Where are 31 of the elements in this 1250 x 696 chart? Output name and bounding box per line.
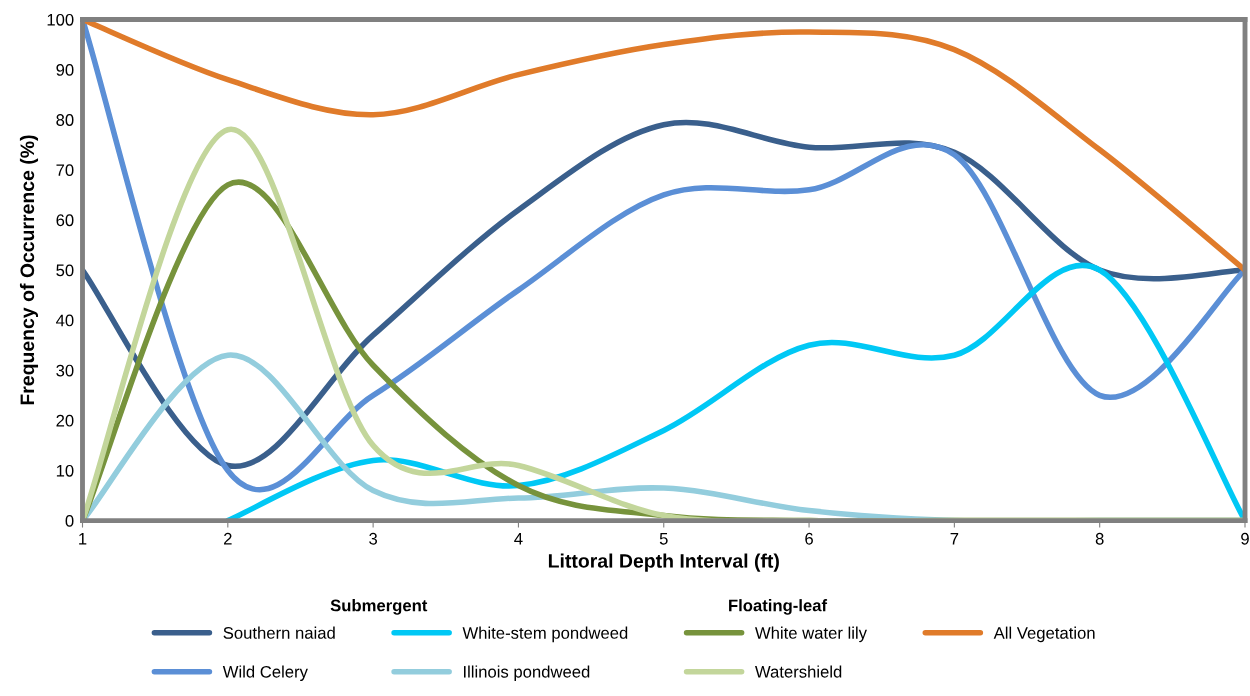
y-tick-label: 70 xyxy=(56,164,74,177)
legend-label: Watershield xyxy=(755,665,842,678)
legend-label: White water lily xyxy=(755,626,867,643)
x-tick-label: 4 xyxy=(514,533,523,545)
y-tick-label: 50 xyxy=(56,264,74,277)
legend-label: White-stem pondweed xyxy=(462,626,628,643)
y-tick-label: 80 xyxy=(56,114,74,126)
legend-label: Wild Celery xyxy=(222,665,308,681)
x-tick-label: 9 xyxy=(1241,532,1249,545)
x-tick-label: 2 xyxy=(224,532,232,545)
y-tick-label: 40 xyxy=(56,314,74,327)
text: Floating-leaf xyxy=(729,599,828,615)
legend-label: All Vegetation xyxy=(993,626,1095,643)
x-tick-label: 5 xyxy=(659,533,668,545)
x-tick-label: 7 xyxy=(950,533,959,545)
y-tick-label: 100 xyxy=(47,13,74,26)
y-tick-label: 30 xyxy=(56,364,74,377)
y-axis-title: Frequency of Occurrence (%) xyxy=(19,135,39,405)
x-tick-label: 6 xyxy=(805,532,813,545)
x-tick-label: 8 xyxy=(1095,532,1104,545)
legend-label: Illinois pondweed xyxy=(464,665,590,681)
y-tick-label: 90 xyxy=(56,64,74,76)
x-tick-label: 3 xyxy=(369,532,378,545)
text: Submergent xyxy=(330,599,428,615)
y-tick-label: 10 xyxy=(56,464,74,477)
y-tick-label: 60 xyxy=(56,214,74,227)
y-tick-label: 0 xyxy=(65,515,74,527)
x-axis-title: Littoral Depth Interval (ft) xyxy=(548,553,779,572)
legend-label: Southern naiad xyxy=(223,626,335,639)
x-tick-label: 1 xyxy=(79,533,87,545)
y-tick-label: 20 xyxy=(56,414,74,427)
